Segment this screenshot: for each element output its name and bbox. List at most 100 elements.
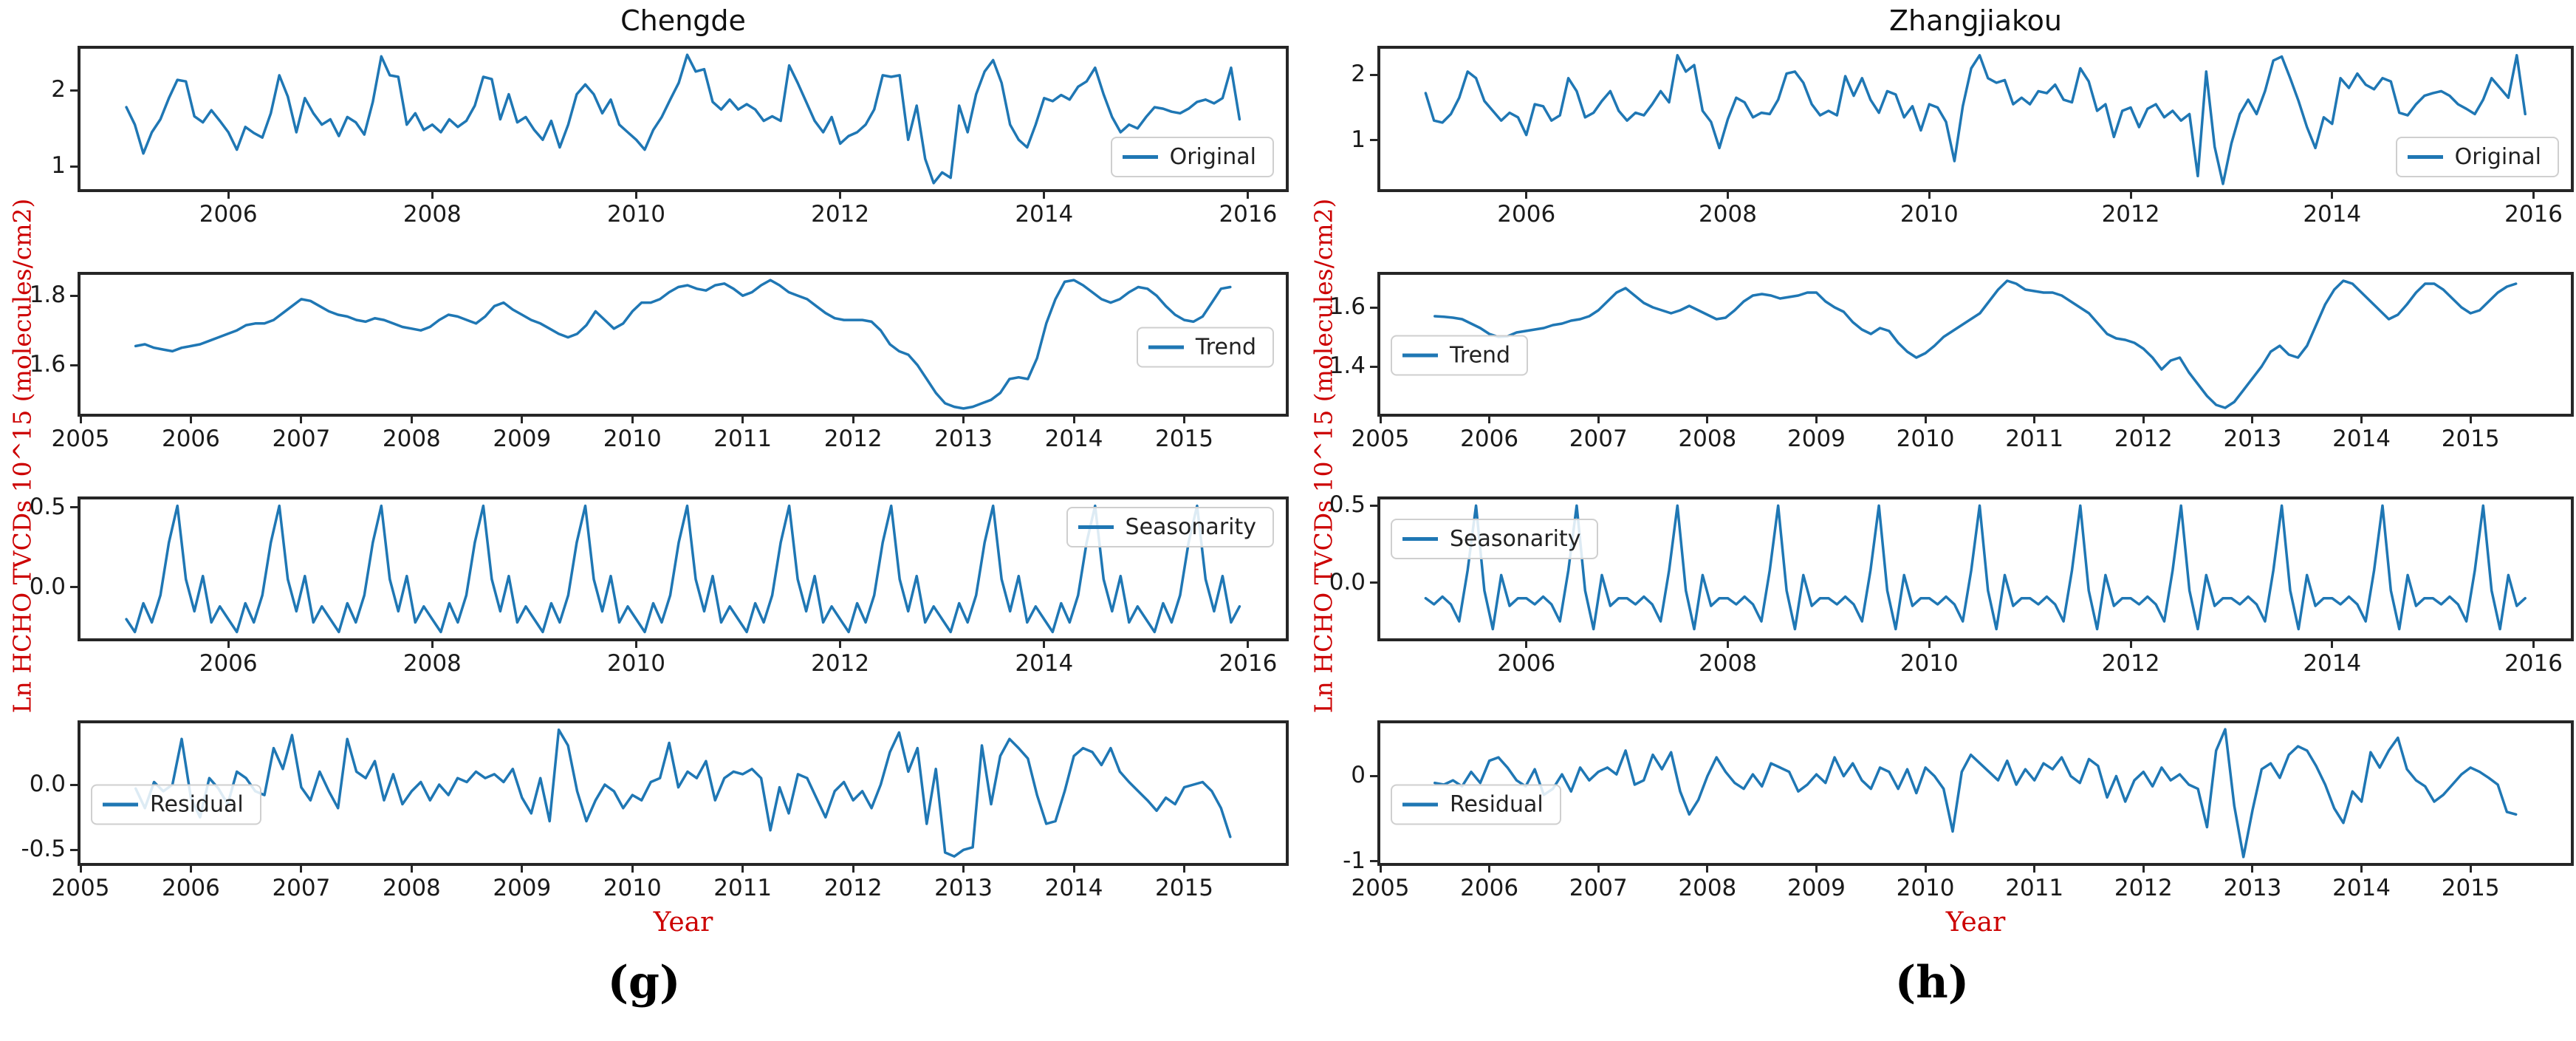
chengde-residual-plot: 2005 2006 2007 2008 2009 2010 2011 2012 2013 2014… [21,720,1289,901]
trend-line-series [134,279,1232,410]
x-tick [2129,189,2132,199]
x-tick [227,189,230,199]
x-tick-label: 2010 [603,426,662,452]
y-tick [70,783,78,786]
x-tick-label: 2010 [607,650,665,677]
x-tick-label: 2008 [382,426,441,452]
y-tick [1370,73,1377,76]
zhangjiakou-seasonality-plot: 2006 2008 2010 2012 2014 2016 0.0 0.5 Seasonarit… [1329,491,2574,677]
legend-residual: Residual [1391,784,1561,825]
x-tick [2251,863,2254,873]
x-tick [1043,638,1046,648]
x-tick-label: 2006 [1460,426,1519,452]
x-axis-label-left: Year [653,907,713,938]
x-tick [2360,414,2363,423]
y-tick-label: 1.8 [29,281,66,309]
x-tick [2469,863,2472,873]
legend-line-sample [1402,802,1438,807]
x-tick-label: 2014 [2332,426,2391,452]
legend-label: Trend [1195,334,1256,361]
x-tick [410,414,413,423]
x-tick [521,863,524,873]
x-tick [2532,189,2535,199]
x-tick-label: 2008 [1678,426,1737,452]
caption-g: (g) [607,957,681,1008]
x-tick-label: 2012 [2114,875,2173,901]
x-tick-label: 2014 [1044,426,1103,452]
x-tick-label: 2006 [161,426,220,452]
y-tick-label: 0.5 [1329,491,1366,519]
x-tick [2142,863,2145,873]
x-tick-label: 2011 [2005,875,2064,901]
x-tick [189,863,192,873]
x-tick-label: 2005 [51,426,110,452]
x-tick-label: 2010 [607,201,665,228]
x-tick [1525,189,1528,199]
y-tick [1370,774,1377,777]
panel-title-chengde: Chengde [620,4,746,37]
x-tick-label: 2006 [1497,650,1556,677]
x-tick-label: 2015 [1155,875,1213,901]
y-tick-label: 0.5 [29,493,66,520]
x-tick-label: 2011 [713,875,773,901]
x-tick [2360,863,2363,873]
x-tick [1928,638,1931,648]
y-tick [1370,139,1377,142]
legend-original: Original [2395,137,2559,177]
legend-line-sample [1402,537,1438,541]
x-tick-label: 2008 [402,201,462,228]
x-tick [2532,638,2535,648]
x-tick-label: 2011 [713,426,773,452]
y-tick [70,364,78,366]
x-tick [1247,189,1250,199]
x-tick [741,863,744,873]
y-tick [70,294,78,297]
y-tick-label: 1 [51,152,66,180]
x-tick-label: 2007 [1569,426,1628,452]
x-tick [1043,189,1046,199]
x-tick [2331,189,2334,199]
zhangjiakou-original-plot: 2006 2008 2010 2012 2014 2016 1 2 Original [1351,46,2574,228]
x-tick [839,189,842,199]
y-tick [1370,365,1377,368]
chengde-original-plot: 2006 2008 2010 2012 2014 2016 1 2 Original [51,46,1289,228]
x-tick-label: 2012 [811,201,870,228]
x-tick-label: 2008 [382,875,441,901]
x-tick-label: 2006 [199,650,258,677]
legend-trend: Trend [1136,327,1274,368]
x-tick [634,189,637,199]
x-tick [2129,638,2132,648]
x-tick [631,414,634,423]
x-tick [852,863,854,873]
y-tick [1370,306,1377,309]
legend-line-sample [1122,155,1158,159]
y-tick [70,506,78,509]
x-tick [431,638,434,648]
x-tick [1525,638,1528,648]
x-tick-label: 2012 [2101,650,2160,677]
x-tick [2251,414,2254,423]
y-tick-label: 0.0 [1329,568,1366,595]
legend-original: Original [1110,137,1274,177]
panel-title-zhangjiakou: Zhangjiakou [1889,4,2062,37]
x-tick [962,414,965,423]
x-tick-label: 2010 [1900,201,1959,228]
x-tick [1247,638,1250,648]
original-line-series [125,53,1241,185]
y-tick-label: 0.0 [29,573,66,600]
legend-label: Seasonarity [1125,514,1256,540]
legend-line-sample [1402,353,1438,358]
x-tick-label: 2009 [493,875,552,901]
y-tick-label: -1 [1343,847,1366,874]
x-tick-label: 2009 [1787,426,1846,452]
x-tick-label: 2007 [272,875,331,901]
x-tick-label: 2010 [1896,875,1955,901]
legend-line-sample [1078,525,1114,529]
x-tick-label: 2006 [161,875,220,901]
chengde-trend-plot: 2005 2006 2007 2008 2009 2010 2011 2012 2013 2014… [30,272,1289,452]
x-tick [1706,863,1709,873]
x-tick [1727,638,1729,648]
x-tick-label: 2007 [272,426,331,452]
x-tick [2033,414,2036,423]
x-tick-label: 2014 [2303,201,2362,228]
